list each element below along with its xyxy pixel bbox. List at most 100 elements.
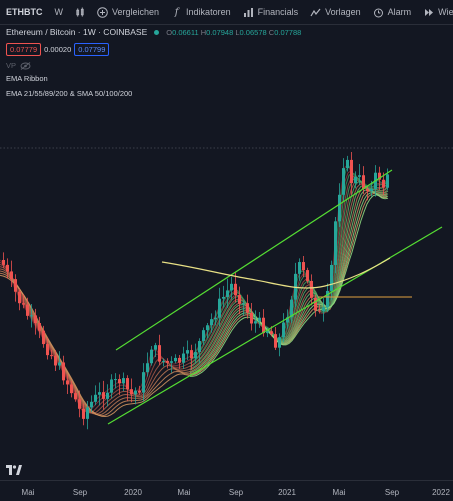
- buy-price-button[interactable]: 0.07799: [74, 43, 110, 56]
- candle-body: [182, 353, 185, 363]
- candle-body: [330, 264, 333, 291]
- alert-label: Alarm: [387, 7, 412, 17]
- vp-label: VP: [6, 61, 17, 70]
- candle-body: [50, 355, 53, 357]
- ohlc-values: O0.06611 H0.07948 L0.06578 C0.07788: [166, 28, 301, 37]
- candle-body: [238, 295, 241, 304]
- candle-body: [86, 407, 89, 419]
- indicator-ema-sma[interactable]: EMA 21/55/89/200 & SMA 50/100/200: [6, 89, 133, 98]
- candle-body: [266, 331, 269, 334]
- chart-style-button[interactable]: [69, 0, 91, 24]
- bid-ask-row: 0.07779 0.00020 0.07799: [6, 43, 110, 56]
- ema-ribbon: [0, 164, 389, 418]
- templates-button[interactable]: Vorlagen: [304, 0, 367, 24]
- candle-body: [230, 283, 233, 291]
- high-value: 0.07948: [206, 27, 234, 37]
- price-chart[interactable]: [0, 24, 453, 480]
- candle-body: [194, 352, 197, 359]
- candle-body: [202, 330, 205, 342]
- financials-label: Financials: [257, 7, 299, 17]
- time-axis[interactable]: Mai Sep 2020 Mai Sep 2021 Mai Sep 2022: [0, 480, 453, 501]
- time-axis-label: Mai: [177, 488, 191, 497]
- candle-body: [298, 262, 301, 274]
- low-value: 0.06578: [239, 27, 267, 37]
- low-label: L: [235, 27, 240, 37]
- candle-body: [150, 349, 153, 364]
- candle-body: [370, 188, 373, 192]
- symbol-search[interactable]: ETHBTC: [0, 0, 49, 24]
- time-axis-label: 2022: [432, 488, 450, 497]
- candle-body: [350, 159, 353, 184]
- templates-icon: [310, 8, 321, 16]
- candle-body: [178, 357, 181, 363]
- ema-ribbon-line: [189, 180, 389, 368]
- candle-body: [170, 361, 173, 363]
- candle-body: [106, 392, 109, 399]
- financials-button[interactable]: Financials: [237, 0, 305, 24]
- candle-body: [378, 172, 381, 180]
- candle-body: [90, 401, 93, 408]
- replay-icon: [425, 8, 434, 16]
- candle-body: [82, 408, 85, 419]
- ema-ribbon-line: [189, 191, 389, 376]
- candle-body: [14, 279, 17, 292]
- indicator-ema-ribbon[interactable]: EMA Ribbon: [6, 74, 48, 83]
- time-axis-label: Sep: [384, 488, 400, 497]
- sell-price-button[interactable]: 0.07779: [6, 43, 42, 56]
- candle-body: [54, 355, 57, 366]
- candle-body: [134, 390, 137, 395]
- symbol-title: Ethereum / Bitcoin · 1W · COINBASE: [6, 27, 148, 37]
- candle-body: [322, 307, 325, 312]
- candle-body: [70, 384, 73, 394]
- candle-body: [74, 393, 77, 400]
- templates-label: Vorlagen: [325, 7, 361, 17]
- candle-body: [354, 176, 357, 184]
- tradingview-icon: [6, 465, 22, 475]
- alarm-clock-icon: [373, 8, 383, 17]
- candle-body: [154, 345, 157, 350]
- candle-body: [258, 317, 261, 322]
- candle-body: [190, 350, 193, 359]
- compare-label: Vergleichen: [112, 7, 160, 17]
- candle-body: [262, 317, 265, 334]
- candle-body: [246, 303, 249, 313]
- compare-button[interactable]: Vergleichen: [91, 0, 165, 24]
- candle-body: [162, 360, 165, 362]
- candle-body: [34, 315, 37, 324]
- candle-body: [22, 303, 25, 305]
- candle-body: [186, 350, 189, 354]
- indicators-button[interactable]: f Indikatoren: [165, 0, 237, 24]
- candle-body: [286, 317, 289, 323]
- high-label: H: [200, 27, 207, 37]
- tradingview-logo: [6, 464, 22, 478]
- function-icon: f: [174, 6, 179, 18]
- interval-label: W: [54, 7, 64, 17]
- replay-button[interactable]: Wie: [417, 0, 453, 24]
- candle-body: [6, 264, 9, 272]
- top-toolbar: ETHBTC W Vergleichen f Indikatoren Finan…: [0, 0, 453, 25]
- candle-body: [110, 379, 113, 393]
- eye-off-icon[interactable]: [20, 61, 31, 70]
- candle-body: [94, 394, 97, 402]
- candlesticks: [2, 152, 389, 430]
- candle-body: [346, 159, 349, 169]
- close-label: C: [268, 27, 275, 37]
- candle-body: [382, 179, 385, 188]
- candle-body: [278, 337, 281, 348]
- candle-body: [10, 271, 13, 280]
- alert-button[interactable]: Alarm: [367, 0, 418, 24]
- candle-body: [198, 341, 201, 353]
- ema-ribbon-line: [189, 185, 389, 371]
- candle-body: [250, 312, 253, 324]
- bar-chart-icon: [243, 7, 253, 17]
- interval-button[interactable]: W: [49, 0, 70, 24]
- candle-body: [166, 360, 169, 363]
- candle-body: [26, 304, 29, 316]
- candle-body: [338, 194, 341, 222]
- candle-body: [358, 175, 361, 177]
- candle-body: [290, 299, 293, 318]
- channel-lower-line: [107, 226, 443, 425]
- candle-body: [274, 334, 277, 348]
- replay-label: Wie: [438, 7, 453, 17]
- candle-body: [62, 362, 65, 381]
